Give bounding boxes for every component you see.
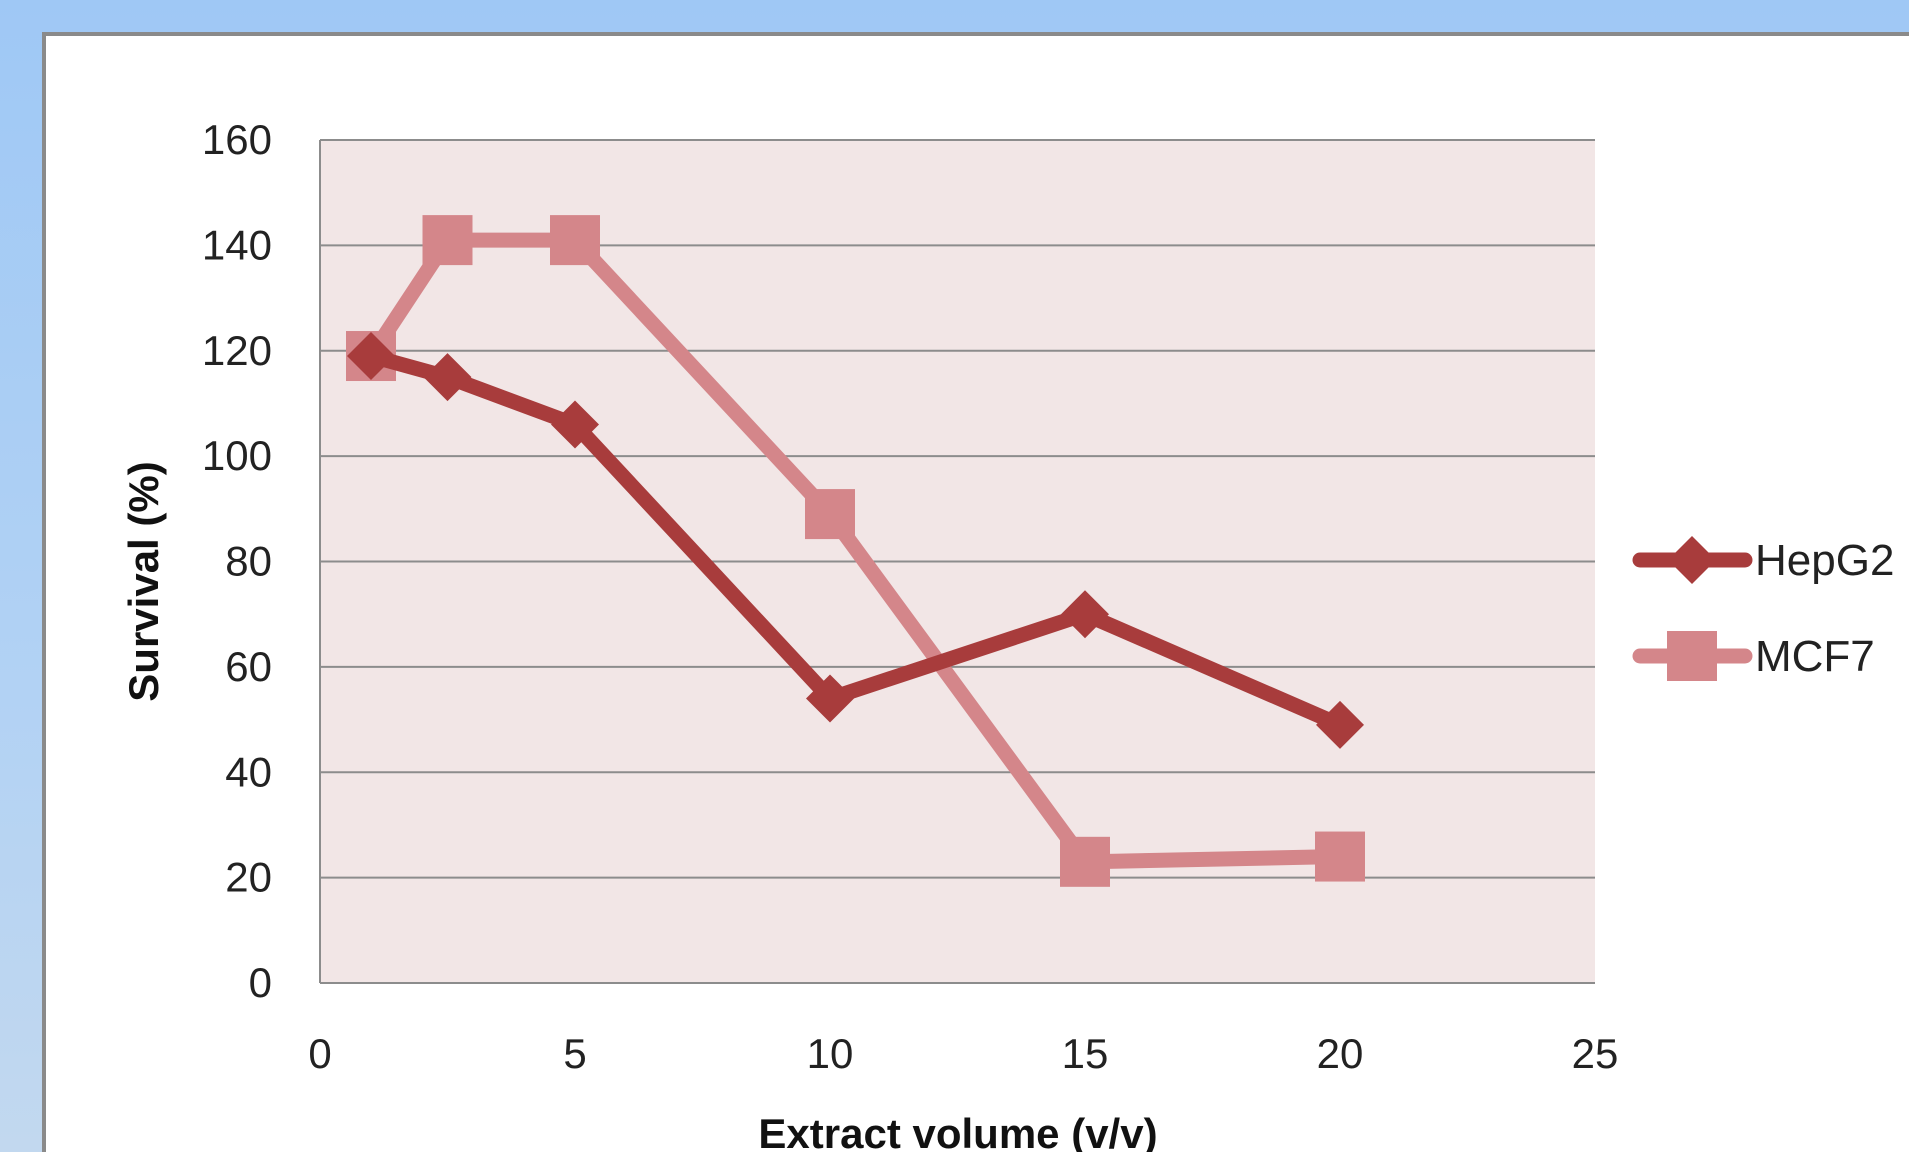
x-tick-label: 5 [563,1030,586,1077]
data-point [806,674,854,723]
y-axis-ticks: 0 20 40 60 80 100 120 140 160 [202,116,272,1006]
series-mcf7 [346,215,1365,887]
data-point [551,400,599,449]
data-point [1061,590,1109,639]
legend: HepG2 MCF7 [1632,536,1894,681]
data-point [422,215,473,266]
legend-swatch-marker [1667,631,1717,681]
series-layer [346,215,1365,887]
x-tick-label: 0 [308,1030,331,1077]
y-tick-label: 40 [225,748,272,795]
series-hepg2 [347,332,1364,749]
x-tick-label: 15 [1062,1030,1109,1077]
legend-item-mcf7: MCF7 [1632,631,1875,681]
y-tick-label: 20 [225,854,272,901]
y-tick-label: 60 [225,643,272,690]
x-tick-label: 25 [1572,1030,1619,1077]
legend-label: HepG2 [1755,536,1894,585]
y-tick-label: 80 [225,538,272,585]
data-point [550,215,600,266]
data-point [805,489,855,540]
legend-label: MCF7 [1755,632,1875,681]
y-tick-label: 160 [202,116,272,163]
y-tick-label: 120 [202,327,272,374]
x-axis-ticks: 0 5 10 15 20 25 [308,1030,1618,1077]
y-axis-title: Survival (%) [120,461,167,701]
data-point [1316,700,1364,749]
data-point [1060,836,1110,887]
x-axis-title: Extract volume (v/v) [758,1110,1157,1152]
y-tick-label: 0 [249,959,272,1006]
x-tick-label: 10 [807,1030,854,1077]
legend-swatch-marker [1668,536,1716,584]
data-point [347,332,395,381]
legend-item-hepg2: HepG2 [1632,536,1894,585]
data-point [423,353,472,402]
y-tick-label: 100 [202,432,272,479]
data-point [1315,831,1365,882]
x-tick-label: 20 [1317,1030,1364,1077]
y-tick-label: 140 [202,221,272,268]
